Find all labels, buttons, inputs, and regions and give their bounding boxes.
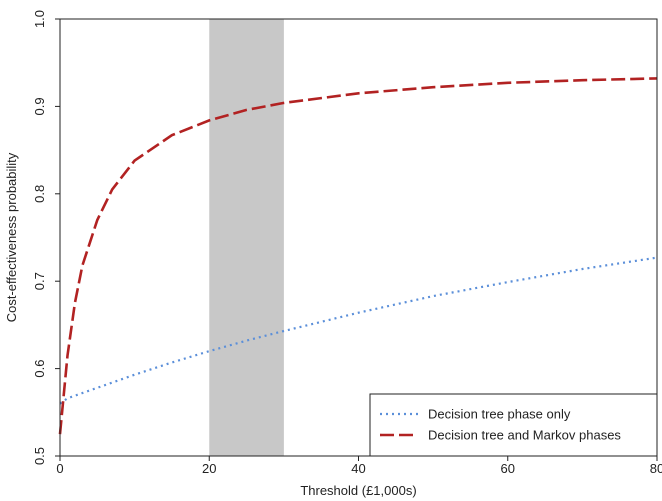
x-axis-title: Threshold (£1,000s)	[300, 483, 416, 498]
legend-label-decision-tree-markov: Decision tree and Markov phases	[428, 428, 621, 443]
axis-ticks-layer: 0 20 40 60 80 0.5 0.6 0.7 0.8 0.9 1.0	[32, 10, 662, 476]
series-line-0	[59, 256, 658, 405]
series-lines-layer	[58, 77, 658, 435]
y-tick-label: 0.7	[32, 272, 47, 290]
y-tick-label: 1.0	[32, 10, 47, 28]
legend-box	[369, 393, 658, 457]
y-tick-label: 0.6	[32, 360, 47, 378]
x-tick-label: 40	[351, 461, 365, 476]
legend-label-decision-tree-only: Decision tree phase only	[428, 407, 571, 422]
x-tick-label: 60	[501, 461, 515, 476]
y-tick-label: 0.5	[32, 447, 47, 465]
x-tick-label: 80	[650, 461, 662, 476]
shaded-threshold-region-layer	[209, 19, 284, 456]
y-tick-label: 0.8	[32, 185, 47, 203]
y-axis-title: Cost-effectiveness probability	[4, 152, 19, 322]
x-tick-label: 20	[202, 461, 216, 476]
y-tick-label: 0.9	[32, 97, 47, 115]
legend: Decision tree phase only Decision tree a…	[369, 393, 658, 457]
series-line-1	[58, 77, 658, 435]
x-tick-label: 0	[56, 461, 63, 476]
shaded-threshold-band	[209, 19, 284, 456]
plot-frame	[59, 18, 658, 457]
